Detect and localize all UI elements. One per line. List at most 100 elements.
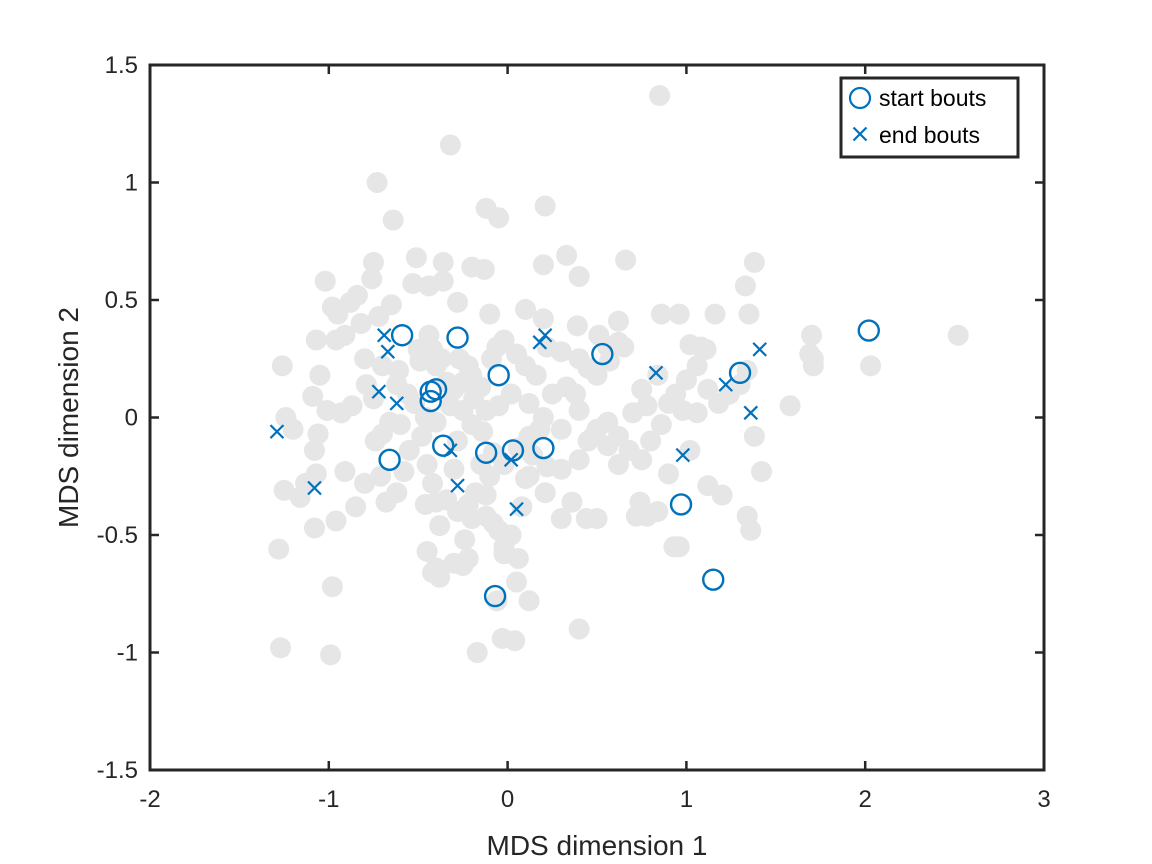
background-point	[289, 486, 311, 508]
legend-start-bouts-marker	[848, 86, 872, 110]
background-point	[506, 571, 528, 593]
start-bout-point	[669, 493, 693, 516]
background-point	[416, 540, 438, 562]
start-bout-point	[702, 568, 725, 591]
end-bout-point	[503, 452, 519, 468]
background-point	[482, 442, 504, 464]
background-point	[568, 266, 590, 287]
background-point	[345, 496, 367, 518]
background-point	[382, 209, 404, 231]
background-point	[541, 383, 563, 405]
background-point	[275, 407, 297, 428]
background-point	[532, 407, 554, 428]
background-point	[518, 392, 540, 414]
end-bout-point	[532, 335, 548, 350]
background-point	[679, 439, 701, 461]
end-bout-point	[509, 501, 524, 517]
start-bout-point	[857, 319, 880, 342]
background-point	[565, 383, 587, 405]
y-tick-label: 1	[125, 170, 138, 197]
background-point	[350, 313, 372, 334]
background-point	[743, 251, 765, 273]
end-bout-point	[743, 405, 759, 421]
background-point	[607, 310, 629, 332]
background-point	[631, 378, 653, 400]
background-point	[334, 324, 356, 346]
background-point	[320, 644, 342, 666]
background-point	[514, 468, 536, 490]
background-point	[649, 85, 671, 107]
background-point	[325, 510, 347, 532]
background-point	[475, 505, 497, 527]
background-point	[556, 244, 578, 266]
background-point	[416, 454, 438, 475]
background-point	[650, 303, 672, 325]
x-tick-label: -1	[318, 786, 339, 813]
x-tick-label: -2	[139, 786, 160, 813]
background-point	[439, 395, 461, 417]
background-point	[366, 172, 388, 193]
background-point	[615, 249, 637, 271]
background-point	[488, 519, 510, 541]
background-point	[430, 348, 452, 370]
end-bouts-group	[269, 327, 767, 517]
background-point	[743, 425, 765, 447]
y-tick-label: 0.5	[105, 287, 138, 314]
end-bout-point	[389, 396, 405, 411]
background-point	[518, 590, 540, 612]
background-point	[566, 315, 588, 337]
background-point	[422, 472, 444, 494]
background-point	[640, 430, 662, 452]
background-point	[321, 576, 343, 598]
background-point	[507, 548, 529, 569]
background-point	[525, 364, 547, 386]
background-point	[568, 449, 590, 471]
start-bout-point	[419, 389, 442, 413]
background-point	[658, 463, 680, 485]
start-bout-point	[728, 361, 752, 385]
legend-end-bouts-label: end bouts	[879, 122, 980, 148]
background-point	[452, 371, 474, 393]
background-point	[309, 364, 331, 386]
background-point	[363, 388, 384, 410]
legend: start bouts end bouts	[839, 76, 1020, 159]
background-point	[432, 251, 454, 273]
y-tick-label: 1.5	[105, 52, 138, 79]
background-point	[447, 291, 469, 313]
background-point	[452, 555, 474, 577]
background-point	[947, 324, 969, 346]
background-point	[534, 482, 556, 504]
background-point	[422, 562, 444, 584]
background-point	[738, 303, 760, 325]
background-point	[511, 496, 533, 518]
start-bout-point	[424, 378, 448, 401]
background-point	[493, 329, 515, 351]
background-point	[454, 529, 476, 551]
legend-box	[839, 76, 1020, 159]
background-point	[363, 251, 384, 273]
background-point	[411, 425, 433, 447]
background-point	[650, 414, 672, 436]
background-point	[740, 519, 762, 541]
end-bout-point	[752, 342, 767, 357]
background-point	[457, 493, 479, 515]
background-point	[405, 247, 427, 269]
background-point	[697, 475, 719, 497]
end-bout-point	[371, 384, 387, 399]
end-bout-point	[380, 344, 396, 359]
background-point	[461, 414, 483, 436]
background-point	[479, 303, 501, 325]
background-point	[561, 491, 583, 513]
background-point	[550, 418, 572, 440]
background-point	[273, 479, 295, 501]
background-point	[370, 465, 392, 487]
legend-end-bouts-marker	[852, 126, 868, 142]
background-point	[316, 399, 338, 421]
background-point	[303, 439, 325, 461]
background-point	[314, 270, 336, 292]
background-point	[695, 338, 717, 360]
background-point	[327, 303, 349, 325]
y-tick-label: -0.5	[97, 522, 138, 549]
background-point	[586, 508, 608, 530]
